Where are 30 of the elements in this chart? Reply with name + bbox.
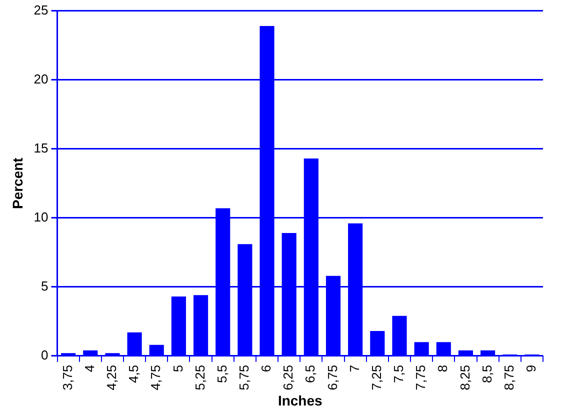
x-tick-label: 8,75 [501, 364, 516, 390]
y-tick-label: 15 [34, 140, 48, 156]
x-tick-label: 5,75 [236, 364, 252, 390]
y-tick-label: 5 [41, 278, 48, 294]
x-tick-label: 7 [346, 364, 362, 372]
x-tick-label: 4 [82, 364, 97, 372]
x-tick-label: 5 [170, 364, 186, 372]
x-tick-label: 7,25 [368, 364, 384, 390]
x-tick-label: 9 [524, 364, 539, 372]
y-tick-label: 20 [34, 71, 48, 86]
x-tick-label: 4,25 [104, 364, 120, 390]
x-tick-label: 8 [435, 364, 450, 372]
x-tick-label: 8,25 [457, 364, 472, 390]
x-tick-label: 7,5 [391, 364, 406, 383]
y-tick-label: 25 [34, 2, 48, 18]
x-tick-label: 8,5 [479, 364, 494, 383]
y-axis-title: Percent [9, 157, 26, 210]
x-tick-label: 5,25 [192, 364, 208, 390]
x-tick-label: 4,75 [148, 364, 164, 390]
x-tick-label: 4,5 [126, 364, 142, 383]
x-tick-label: 3,75 [60, 364, 75, 390]
x-tick-label: 7,75 [413, 364, 428, 390]
y-tick-label: 10 [34, 209, 48, 224]
x-tick-label: 5,5 [214, 364, 230, 383]
x-axis-title: Inches [278, 392, 323, 408]
x-tick-label: 6 [258, 364, 274, 372]
x-tick-label: 6,5 [302, 364, 318, 383]
y-tick-label: 0 [41, 347, 48, 362]
x-tick-label: 6,75 [324, 364, 340, 390]
x-tick-label: 6,25 [280, 364, 296, 390]
